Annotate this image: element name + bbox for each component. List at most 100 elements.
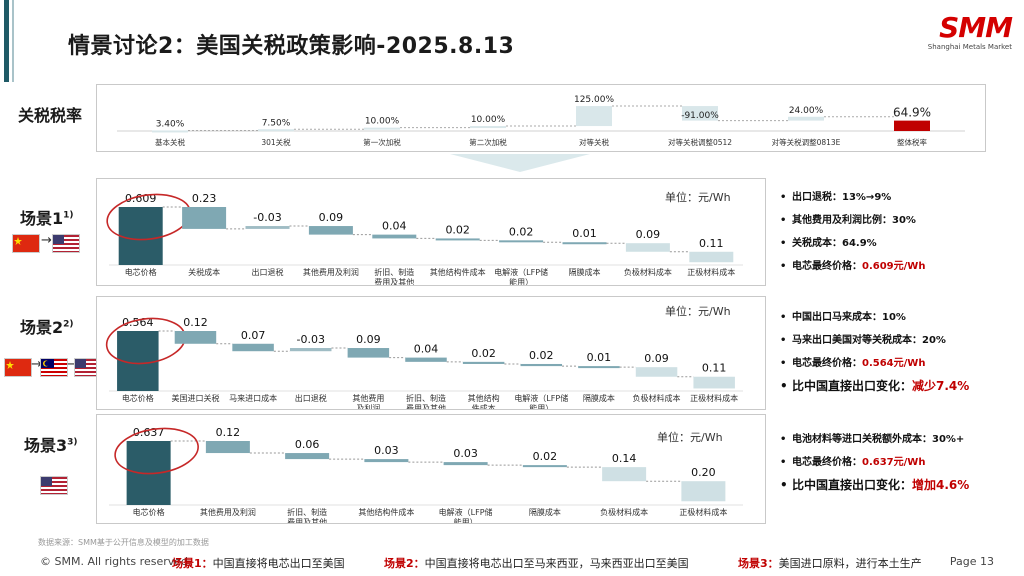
bar-value-label: 0.04 xyxy=(382,220,407,233)
scenario3-label: 场景33) xyxy=(24,432,78,456)
tariff-category-label: 对等关税调整0512 xyxy=(668,137,732,147)
bar-value-label: 0.02 xyxy=(533,450,558,463)
bar-category-label: 能用） xyxy=(509,277,533,285)
tariff-value-label: 64.9% xyxy=(893,106,931,120)
waterfall-bar xyxy=(182,207,227,229)
tariff-bar xyxy=(152,130,188,133)
waterfall-bar xyxy=(285,453,330,460)
tariff-category-label: 对等关税调整0813E xyxy=(772,137,841,147)
bar-category-label: 电芯价格 xyxy=(125,267,157,277)
tariff-bar xyxy=(894,120,930,131)
bar-value-label: 0.04 xyxy=(414,343,439,356)
data-source: 数据来源：SMM基于公开信息及模型的加工数据 xyxy=(38,538,209,547)
bullet-item: • 比中国直接出口变化：减少7.4% xyxy=(780,375,969,398)
bullet-item: • 比中国直接出口变化：增加4.6% xyxy=(780,474,969,497)
bullet-dot: • xyxy=(780,261,787,272)
bar-category-label: 出口退税 xyxy=(295,393,327,403)
footer-s3-text: 美国进口原料，进行本土生产 xyxy=(778,557,922,570)
scenario1-panel: 0.609 电芯价格 0.23 关税成本 -0.03 出口退税 0.09 其他费用及利润 0.0… xyxy=(96,178,766,287)
scenario3-chart: 0.637电芯价格0.12其他费用及利润0.06折旧、制造费用及其他0.03其他… xyxy=(109,426,743,527)
waterfall-bar xyxy=(372,234,417,239)
bar-value-label: 0.02 xyxy=(471,347,496,360)
bullet-text: 电芯最终价格： xyxy=(792,261,862,272)
bar-category-label: 折旧、制造 xyxy=(406,393,446,403)
tariff-bar xyxy=(576,106,612,127)
page-title: 情景讨论2：美国关税政策影响-2025.8.13 xyxy=(68,34,515,59)
footer-s2-text: 中国直接将电芯出口至马来西亚，马来西亚出口至美国 xyxy=(424,557,689,570)
bullet-value: 0.637元/Wh xyxy=(862,457,926,468)
logo-sub-text: Shanghai Metals Market xyxy=(927,43,1012,51)
arrow-icon: → xyxy=(67,357,78,372)
tariff-category-label: 对等关税 xyxy=(579,137,609,147)
bar-value-label: 0.14 xyxy=(612,452,637,465)
bullet-text: 电池材料等进口关税额外成本： xyxy=(792,434,932,445)
tariff-panel: 3.40% 基本关税 7.50% 301关税 10.00% 第一次加税 10.00% 第二次加… xyxy=(96,84,986,152)
bar-value-label: 0.06 xyxy=(295,438,320,451)
bar-category-label: 马来进口成本 xyxy=(229,393,277,403)
scenario1-title: 场景1 xyxy=(20,209,64,228)
waterfall-bar xyxy=(245,226,290,229)
waterfall-bar xyxy=(405,357,447,362)
tariff-chart: 3.40% 基本关税 7.50% 301关税 10.00% 第一次加税 10.00% 第二次加… xyxy=(117,95,965,147)
scenario1-bullets: • 出口退税：13%→9% • 其他费用及利润比例：30% • 关税成本：64.9% • 电芯… xyxy=(780,186,925,278)
bullet-value: 0.564元/Wh xyxy=(862,358,926,369)
waterfall-bar xyxy=(289,348,332,352)
accent-bar-thin xyxy=(12,0,14,82)
bullet-text: 电芯最终价格： xyxy=(792,457,862,468)
tariff-bar xyxy=(364,127,400,130)
accent-bar xyxy=(4,0,9,82)
bullet-value: 30%+ xyxy=(932,434,965,445)
footer-s3-label: 场景3： xyxy=(738,557,779,570)
logo-main-text: SMM xyxy=(939,11,1013,44)
scenario2-label: 场景22) xyxy=(20,314,74,338)
bullet-dot: • xyxy=(780,215,787,226)
bar-category-label: 电芯价格 xyxy=(122,393,154,403)
bar-category-label: 件成本 xyxy=(472,403,496,409)
waterfall-bar xyxy=(693,376,735,389)
tariff-value-label: 7.50% xyxy=(262,118,291,128)
bar-category-label: 关税成本 xyxy=(188,267,220,277)
bullet-dot: • xyxy=(780,478,788,492)
bar-category-label: 能用） xyxy=(454,517,478,523)
arrow-icon: → xyxy=(31,357,42,372)
page-number: Page 13 xyxy=(949,555,994,568)
tariff-bar xyxy=(788,116,824,121)
scenario2-unit: 单位：元/Wh xyxy=(665,305,731,318)
tariff-category-label: 301关税 xyxy=(261,137,291,147)
usa-flag-icon xyxy=(52,234,80,253)
bar-value-label: 0.02 xyxy=(509,225,533,238)
bullet-item: • 电芯最终价格：0.564元/Wh xyxy=(780,352,969,375)
bullet-text: 电芯最终价格： xyxy=(792,358,862,369)
bar-value-label: 0.20 xyxy=(691,466,716,479)
usa-flag-icon xyxy=(74,358,102,377)
bullet-value: 64.9% xyxy=(842,238,877,249)
bar-value-label: 0.03 xyxy=(374,444,399,457)
bullet-item: • 电芯最终价格：0.609元/Wh xyxy=(780,255,925,278)
footer-s1-label: 场景1： xyxy=(172,557,213,570)
bar-value-label: -0.03 xyxy=(253,211,281,224)
bullet-value: 0.609元/Wh xyxy=(862,261,926,272)
waterfall-bar xyxy=(347,348,390,358)
bar-value-label: 0.11 xyxy=(699,237,724,250)
bar-value-label: 0.09 xyxy=(636,228,661,241)
tariff-value-label: 10.00% xyxy=(365,117,400,127)
waterfall-bar xyxy=(174,331,217,344)
bar-category-label: 折旧、制造 xyxy=(374,267,414,277)
bullet-item: • 其他费用及利润比例：30% xyxy=(780,209,925,232)
tariff-category-label: 整体税率 xyxy=(897,137,927,147)
bar-value-label: 0.09 xyxy=(319,211,344,224)
waterfall-bar xyxy=(308,226,353,235)
bullet-item: • 关税成本：64.9% xyxy=(780,232,925,255)
bar-category-label: 美国进口关税 xyxy=(171,393,219,403)
scenario2-bullets: • 中国出口马来成本：10% • 马来出口美国对等关税成本：20% • 电芯最终价格：0.… xyxy=(780,306,969,398)
scenario2-sup: 2) xyxy=(63,319,74,330)
bar-category-label: 其他费用及利润 xyxy=(303,267,359,277)
bar-category-label: 电芯价格 xyxy=(133,507,165,517)
china-flag-icon xyxy=(12,234,40,253)
waterfall-bar xyxy=(689,251,734,263)
bullet-dot: • xyxy=(780,335,787,346)
tariff-bar xyxy=(258,129,294,132)
bar-category-label: 隔膜成本 xyxy=(569,267,601,277)
bar-category-label: 隔膜成本 xyxy=(529,507,561,517)
bullet-dot: • xyxy=(780,358,787,369)
